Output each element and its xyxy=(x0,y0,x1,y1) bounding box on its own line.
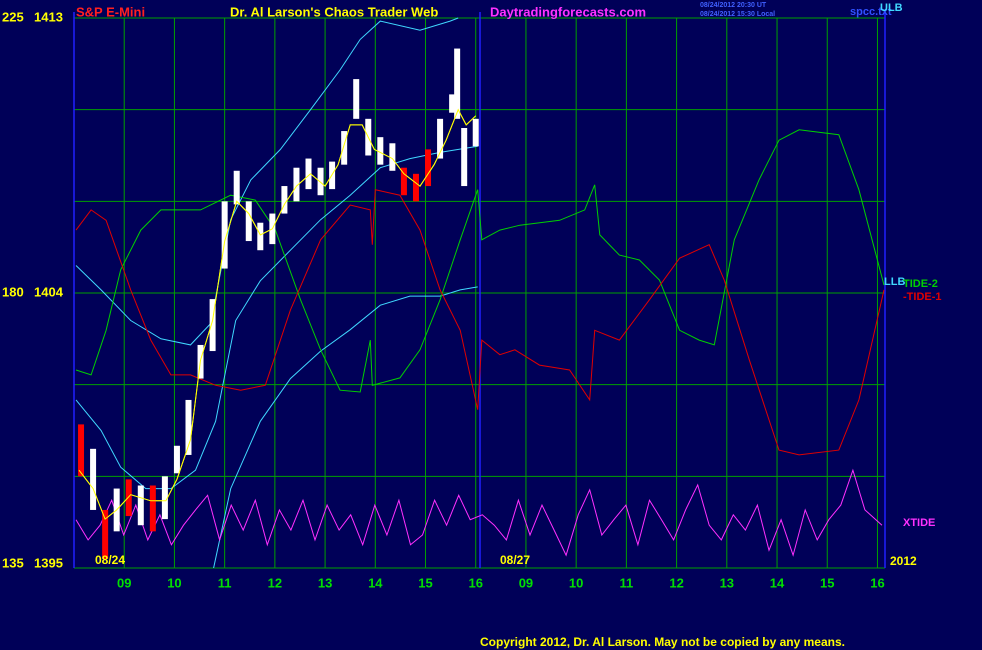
series-label: ULB xyxy=(880,2,903,14)
x-tick-label: 13 xyxy=(318,575,332,590)
price-bar xyxy=(341,131,348,165)
y-tick-label: 1404 xyxy=(34,284,64,299)
price-bar xyxy=(90,448,97,510)
grid xyxy=(74,17,885,569)
price-bar xyxy=(233,170,240,205)
price-bar xyxy=(454,48,461,119)
x-tick-label: 11 xyxy=(218,575,232,590)
plot-marks xyxy=(75,17,885,569)
price-bar xyxy=(161,476,168,520)
series-label: TIDE-2 xyxy=(903,278,938,290)
price-bar xyxy=(209,299,216,352)
y2-tick-label: 225 xyxy=(2,9,24,24)
site: Daytradingforecasts.com xyxy=(490,4,646,19)
price-bar xyxy=(125,479,132,517)
timestamp: 08/24/2012 20:30 UT xyxy=(700,2,767,9)
x-tick-label: 10 xyxy=(569,575,583,590)
x-tick-label: 09 xyxy=(117,575,131,590)
series-label: XTIDE xyxy=(903,517,935,529)
x-tick-label: 09 xyxy=(519,575,533,590)
y-tick-label: 1395 xyxy=(34,555,63,570)
timestamp: 08/24/2012 15:30 Local xyxy=(700,11,775,18)
price-bar xyxy=(425,149,432,187)
date-label: 2012 xyxy=(890,554,917,568)
x-tick-label: 12 xyxy=(669,575,683,590)
price-bar xyxy=(317,167,324,196)
price-bar xyxy=(400,167,407,196)
x-tick-label: 13 xyxy=(720,575,734,590)
price-bar xyxy=(449,94,456,113)
labels: S&P E-Mini Dr. Al Larson's Chaos Trader … xyxy=(2,2,942,649)
price-bar xyxy=(78,424,85,477)
x-tick-label: 12 xyxy=(268,575,282,590)
x-tick-label: 14 xyxy=(770,575,785,590)
moving-average xyxy=(78,108,477,520)
x-tick-label: 11 xyxy=(620,575,634,590)
date-label: 08/24 xyxy=(95,553,125,567)
series-line xyxy=(213,286,478,569)
price-bar xyxy=(461,128,468,187)
price-bar xyxy=(377,137,384,165)
y2-tick-label: 135 xyxy=(2,555,24,570)
price-bar xyxy=(173,445,180,474)
price-bar xyxy=(102,509,109,559)
price-bar xyxy=(389,143,396,171)
series-label: LLB xyxy=(884,276,905,288)
file-name: spcc.txt xyxy=(850,6,892,18)
instrument: S&P E-Mini xyxy=(76,4,145,19)
series-line xyxy=(75,129,885,393)
copyright: Copyright 2012, Dr. Al Larson. May not b… xyxy=(480,635,845,649)
price-bar xyxy=(412,173,419,202)
price-bar xyxy=(149,485,156,532)
series-label: -TIDE-1 xyxy=(903,291,942,303)
y2-tick-label: 180 xyxy=(2,284,24,299)
price-bar xyxy=(293,167,300,202)
price-bar xyxy=(472,118,479,147)
x-tick-label: 16 xyxy=(468,575,482,590)
chart-title: Dr. Al Larson's Chaos Trader Web xyxy=(230,4,438,19)
price-bar xyxy=(245,201,252,242)
price-bar xyxy=(305,158,312,190)
x-tick-label: 14 xyxy=(368,575,383,590)
price-bar xyxy=(353,79,360,119)
date-label: 08/27 xyxy=(500,553,530,567)
x-tick-label: 15 xyxy=(418,575,432,590)
price-bar xyxy=(137,485,144,526)
x-tick-label: 10 xyxy=(167,575,181,590)
price-bar xyxy=(221,201,228,269)
series-line xyxy=(75,468,883,557)
x-tick-label: 15 xyxy=(820,575,834,590)
y-tick-label: 1413 xyxy=(34,9,63,24)
x-tick-label: 16 xyxy=(870,575,884,590)
price-bar xyxy=(437,118,444,159)
price-bar xyxy=(257,222,264,251)
price-bar xyxy=(185,399,192,455)
series-line xyxy=(75,17,459,346)
price-bar xyxy=(281,186,288,214)
